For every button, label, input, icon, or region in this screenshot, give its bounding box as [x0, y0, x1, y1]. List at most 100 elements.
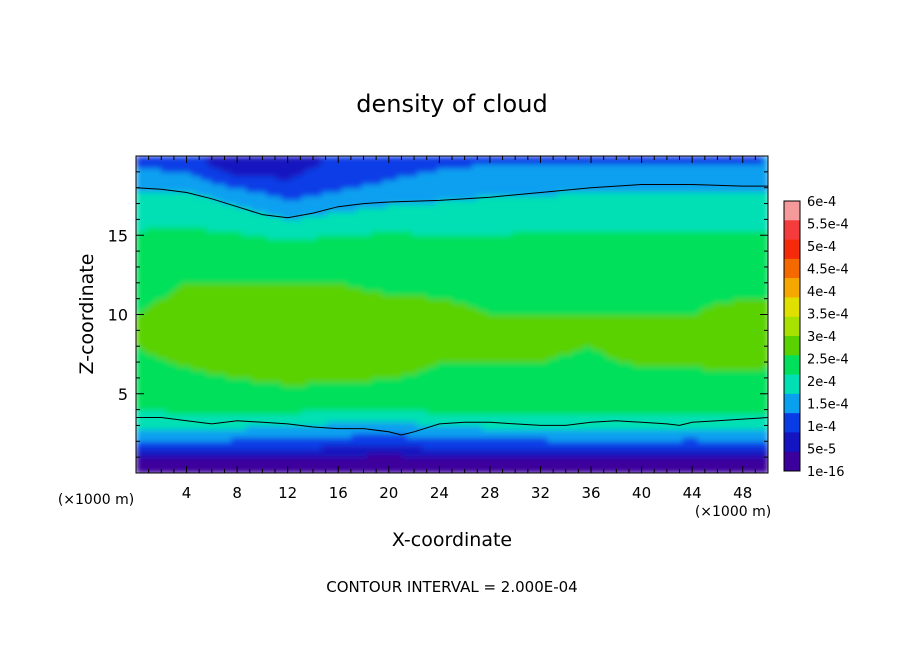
- field-cell: [251, 453, 257, 458]
- field-cell: [186, 366, 192, 371]
- field-cell: [316, 429, 323, 434]
- field-cell: [396, 401, 403, 407]
- field-cell: [677, 342, 684, 347]
- field-cell: [426, 457, 433, 462]
- field-cell: [737, 338, 744, 343]
- field-cell: [216, 326, 222, 331]
- field-cell: [211, 350, 217, 355]
- field-cell: [361, 362, 368, 367]
- field-cell: [311, 393, 318, 399]
- field-cell: [622, 362, 629, 367]
- field-cell: [401, 453, 408, 458]
- field-cell: [351, 381, 358, 387]
- field-cell: [497, 389, 503, 395]
- field-cell: [221, 433, 227, 438]
- field-cell: [356, 377, 363, 383]
- field-cell: [517, 342, 523, 347]
- field-cell: [732, 385, 739, 391]
- field-cell: [366, 425, 373, 431]
- field-cell: [266, 334, 273, 339]
- field-cell: [732, 469, 739, 473]
- field-cell: [737, 366, 744, 371]
- field-cell: [497, 421, 503, 427]
- field-cell: [161, 425, 167, 431]
- field-cell: [757, 342, 764, 347]
- field-cell: [497, 465, 503, 470]
- field-cell: [371, 334, 378, 339]
- field-cell: [517, 469, 523, 473]
- field-cell: [467, 417, 473, 423]
- field-cell: [291, 338, 298, 343]
- field-cell: [492, 437, 498, 442]
- field-cell: [446, 366, 453, 371]
- field-cell: [667, 441, 674, 446]
- field-cell: [482, 405, 488, 411]
- field-cell: [657, 397, 664, 403]
- field-cell: [211, 330, 217, 335]
- field-cell: [306, 401, 313, 407]
- field-cell: [266, 457, 273, 462]
- field-cell: [161, 322, 167, 327]
- field-cell: [436, 409, 443, 415]
- field-cell: [356, 354, 363, 359]
- field-cell: [652, 421, 659, 427]
- field-cell: [592, 433, 599, 438]
- field-cell: [181, 405, 187, 411]
- field-cell: [697, 342, 704, 347]
- field-cell: [391, 469, 398, 473]
- field-cell: [662, 433, 669, 438]
- field-cell: [487, 354, 493, 359]
- field-cell: [752, 421, 759, 427]
- field-cell: [201, 330, 207, 335]
- field-cell: [191, 437, 197, 442]
- field-cell: [637, 350, 644, 355]
- field-cell: [136, 377, 142, 383]
- field-cell: [472, 465, 478, 470]
- field-cell: [472, 457, 478, 462]
- field-cell: [181, 393, 187, 399]
- field-cell: [502, 413, 508, 419]
- field-cell: [672, 425, 679, 431]
- field-cell: [336, 453, 343, 458]
- field-cell: [467, 314, 473, 320]
- field-cell: [732, 421, 739, 427]
- field-cell: [502, 433, 508, 438]
- field-cell: [171, 326, 177, 331]
- field-cell: [441, 445, 448, 450]
- field-cell: [502, 397, 508, 403]
- field-cell: [411, 338, 418, 343]
- field-cell: [672, 441, 679, 446]
- field-cell: [532, 449, 538, 454]
- field-cell: [722, 318, 729, 324]
- field-cell: [757, 322, 764, 327]
- field-cell: [311, 413, 318, 419]
- field-cell: [602, 377, 609, 383]
- field-cell: [747, 358, 754, 363]
- field-cell: [211, 377, 217, 383]
- field-cell: [306, 334, 313, 339]
- field-cell: [396, 469, 403, 473]
- field-cell: [707, 409, 714, 415]
- field-cell: [657, 461, 664, 466]
- field-cell: [712, 373, 719, 379]
- field-cell: [662, 338, 669, 343]
- field-cell: [296, 425, 303, 431]
- field-cell: [517, 449, 523, 454]
- field-cell: [436, 457, 443, 462]
- field-cell: [241, 350, 247, 355]
- field-cell: [356, 338, 363, 343]
- field-cell: [567, 362, 573, 367]
- field-cell: [617, 437, 624, 442]
- field-cell: [161, 358, 167, 363]
- field-cell: [502, 421, 508, 427]
- field-cell: [321, 350, 328, 355]
- field-cell: [722, 397, 729, 403]
- field-cell: [136, 413, 142, 419]
- field-cell: [391, 334, 398, 339]
- field-cell: [467, 366, 473, 371]
- field-cell: [742, 322, 749, 327]
- field-cell: [642, 389, 649, 395]
- field-cell: [692, 393, 699, 399]
- field-cell: [146, 334, 152, 339]
- field-cell: [301, 334, 308, 339]
